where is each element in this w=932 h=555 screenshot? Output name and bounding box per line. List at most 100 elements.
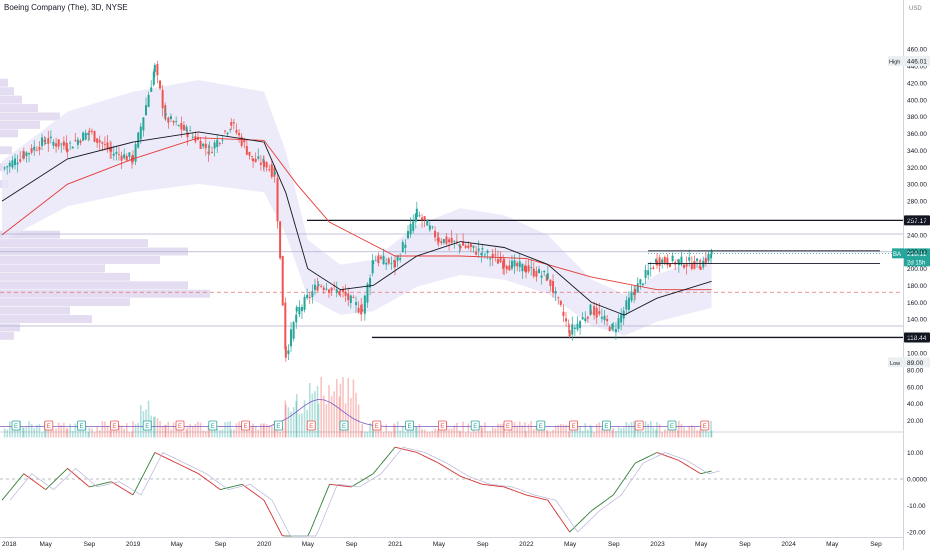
candle-body	[557, 297, 559, 298]
volume-bar	[470, 432, 472, 437]
volume-bar	[522, 425, 524, 437]
candle-body	[582, 317, 584, 319]
volume-bar	[367, 432, 369, 438]
candle-body	[628, 298, 630, 310]
candle-body	[470, 244, 472, 247]
price-tick-label: 200.00	[907, 266, 927, 273]
oscillator-tick-label: -20.00	[907, 530, 926, 537]
candle-body	[246, 146, 248, 155]
candle-body	[688, 257, 690, 260]
candle-body	[609, 327, 611, 331]
candle-body	[325, 289, 327, 290]
candle-body	[162, 90, 164, 108]
candle-body	[377, 255, 379, 263]
oscillator-segment	[542, 499, 545, 500]
candle-body	[104, 144, 106, 145]
candle-body	[625, 300, 627, 309]
volume-bar	[451, 428, 453, 437]
volume-bar	[399, 431, 401, 438]
earnings-marker-letter: E	[473, 424, 477, 430]
candle-body	[128, 152, 130, 157]
volume-bar	[183, 432, 185, 438]
candle-body	[159, 81, 161, 89]
volume-bar	[613, 428, 615, 438]
volume-bar	[623, 428, 625, 438]
candle-body	[434, 231, 436, 238]
candle-body	[543, 271, 545, 272]
oscillator-segment	[239, 485, 242, 486]
candle-body	[208, 146, 210, 147]
volume-bar	[552, 430, 554, 438]
candle-body	[282, 256, 284, 306]
volume-bar	[596, 424, 598, 437]
earnings-marker-letter: E	[670, 424, 674, 430]
volume-bar	[465, 432, 467, 437]
candle-body	[364, 296, 366, 314]
volume-bar	[140, 405, 142, 437]
volume-profile-bar	[0, 96, 22, 104]
volume-profile-bar	[0, 315, 92, 323]
volume-bar	[694, 427, 696, 438]
earnings-marker-letter: E	[342, 424, 346, 430]
earnings-marker: E	[438, 421, 446, 430]
volume-bar	[107, 426, 109, 438]
candle-body	[277, 178, 279, 221]
candle-body	[541, 276, 543, 278]
candle-body	[219, 143, 221, 144]
oscillator-segment	[263, 499, 264, 500]
volume-bar	[31, 424, 33, 438]
earnings-marker-letter: E	[244, 424, 248, 430]
candle-body	[296, 307, 298, 311]
candle-body	[137, 133, 139, 148]
candle-body	[88, 131, 90, 133]
time-tick-label: 2018	[2, 541, 17, 548]
candle-body	[19, 159, 21, 161]
volume-bar	[683, 427, 685, 437]
candle-body	[478, 249, 480, 251]
candle-body	[683, 265, 685, 268]
volume-bar	[299, 414, 301, 437]
volume-bar	[222, 429, 224, 437]
volume-bar	[60, 425, 62, 437]
candle-body	[686, 264, 688, 266]
candle-body	[6, 166, 8, 167]
candle-body	[412, 221, 414, 230]
candle-body	[60, 144, 62, 145]
volume-profile-bar	[0, 121, 40, 129]
candle-body	[555, 291, 557, 293]
price-tick-label: 400.00	[907, 97, 927, 104]
candle-body	[183, 125, 185, 130]
volume-profile-bar	[0, 239, 148, 247]
candle-body	[645, 270, 647, 278]
volume-bar	[429, 432, 431, 438]
oscillator-segment	[411, 451, 414, 452]
candle-body	[11, 160, 13, 167]
volume-bar	[197, 422, 199, 438]
candle-body	[121, 156, 123, 161]
volume-bar	[137, 423, 139, 438]
oscillator-segment	[708, 471, 711, 472]
time-tick-label: May	[302, 541, 315, 548]
volume-bar	[506, 432, 508, 437]
volume-bar	[159, 421, 161, 437]
candle-body	[178, 125, 180, 126]
candle-body	[707, 254, 709, 261]
earnings-marker: E	[176, 421, 184, 430]
candle-body	[407, 231, 409, 238]
candle-body	[620, 314, 622, 322]
candle-body	[375, 260, 377, 261]
earnings-marker-letter: E	[408, 424, 412, 430]
volume-bar	[402, 426, 404, 438]
candle-body	[596, 308, 598, 318]
candle-body	[535, 271, 537, 277]
candle-body	[475, 252, 477, 255]
candle-body	[224, 131, 226, 132]
earnings-marker-letter: E	[703, 424, 707, 430]
volume-bar	[67, 429, 69, 438]
oscillator-segment	[413, 452, 416, 453]
candle-body	[579, 321, 581, 328]
candle-body	[672, 256, 674, 261]
volume-profile-bar	[0, 281, 188, 289]
